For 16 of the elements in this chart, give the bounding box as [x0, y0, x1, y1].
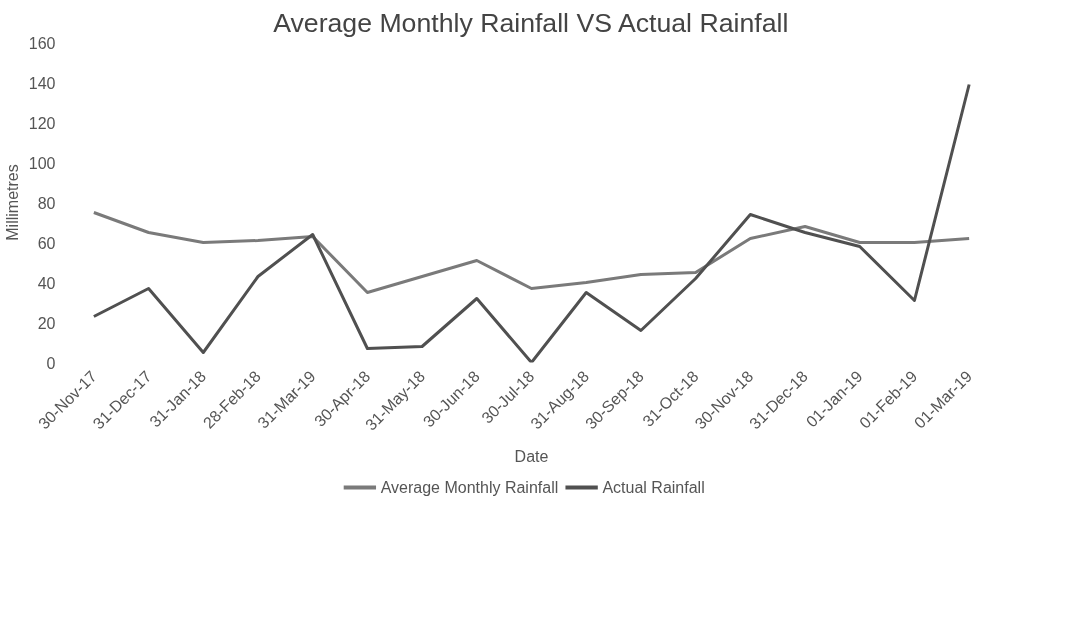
y-axis-title: Millimetres [3, 164, 21, 241]
y-tick-label: 120 [28, 114, 56, 132]
chart-title: Average Monthly Rainfall VS Actual Rainfall [273, 7, 789, 38]
y-tick-label: 0 [46, 354, 56, 372]
legend-label: Actual Rainfall [602, 479, 705, 496]
y-tick-label: 100 [28, 154, 56, 172]
y-tick-label: 80 [37, 194, 56, 212]
line-series [92, 211, 971, 294]
y-tick-label: 40 [37, 274, 56, 292]
y-tick-label: 60 [37, 234, 56, 252]
legend-label: Average Monthly Rainfall [380, 479, 559, 496]
x-axis-title: Date [514, 447, 549, 465]
line-series [92, 83, 971, 363]
y-tick-label: 20 [37, 314, 56, 332]
y-tick-label: 160 [28, 34, 56, 52]
y-tick-label: 140 [28, 74, 56, 92]
